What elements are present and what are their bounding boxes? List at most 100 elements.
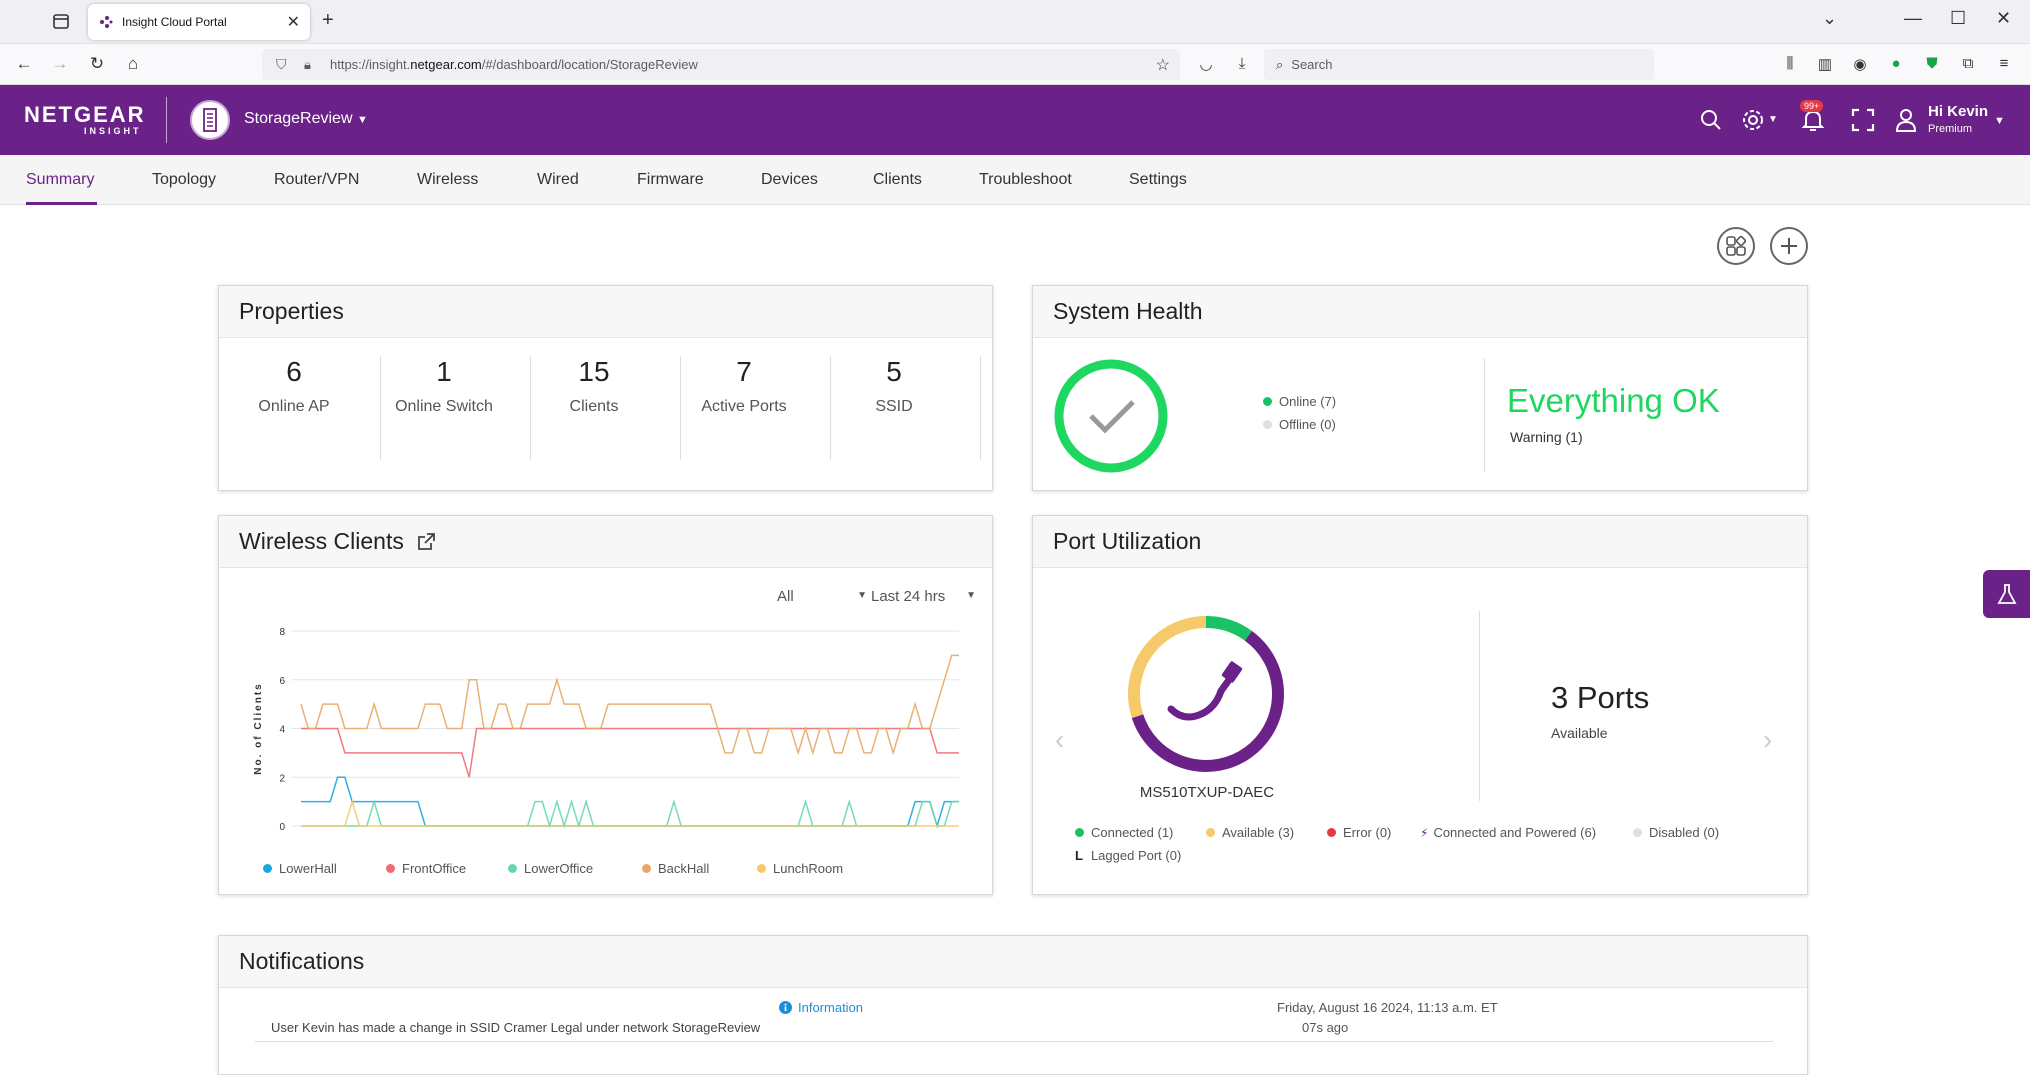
divider — [830, 356, 831, 460]
donut-segment-available[interactable] — [1128, 616, 1207, 719]
port-utilization-title: Port Utilization — [1033, 516, 1807, 568]
bell-icon[interactable] — [1800, 107, 1826, 133]
close-tab-icon[interactable]: ✕ — [286, 14, 300, 31]
new-tab-icon[interactable]: + — [322, 9, 334, 31]
labs-button[interactable] — [1983, 570, 2030, 618]
favicon-icon — [100, 16, 113, 28]
tab-topology[interactable]: Topology — [152, 171, 217, 188]
browser-tabbar: Insight Cloud Portal ✕ + ⌄ — ☐ ✕ — [0, 0, 2030, 44]
legend-dot — [263, 864, 272, 873]
location-building-icon[interactable] — [190, 100, 230, 140]
tab-troubleshoot[interactable]: Troubleshoot — [979, 171, 1072, 188]
prop-value: 5 — [886, 356, 902, 387]
extensions-icon[interactable]: ⧉ — [1962, 55, 1974, 72]
divider — [530, 356, 531, 460]
prop-online-ap[interactable]: 6 Online AP — [219, 356, 369, 416]
tab-router-vpn[interactable]: Router/VPN — [274, 171, 360, 188]
list-all-tabs-icon[interactable]: ⌄ — [1822, 8, 1838, 28]
available-port-count: 3 Ports — [1551, 680, 1650, 715]
close-window-icon[interactable]: ✕ — [1996, 8, 2012, 28]
gear-icon[interactable] — [1740, 107, 1766, 133]
pocket-icon[interactable]: ◡ — [1199, 56, 1213, 73]
time-range-select[interactable]: Last 24 hrs ▼ — [871, 588, 976, 605]
legend-label: Available (3) — [1222, 825, 1295, 840]
browser-tab[interactable]: Insight Cloud Portal ✕ — [88, 4, 310, 40]
location-selector[interactable]: StorageReview ▼ — [244, 110, 368, 128]
tab-devices[interactable]: Devices — [761, 171, 818, 188]
library-icon[interactable]: ⫼ — [1786, 55, 1794, 72]
external-link-icon[interactable] — [416, 532, 436, 552]
browser-search[interactable]: ⌕ Search — [1264, 49, 1654, 80]
legend-loweroffice[interactable]: LowerOffice — [508, 861, 593, 876]
tab-wired[interactable]: Wired — [537, 171, 579, 188]
prop-ssid[interactable]: 5 SSID — [819, 356, 969, 416]
properties-card: Properties 6 Online AP 1 Online Switch 1… — [218, 285, 993, 491]
user-icon[interactable] — [1893, 107, 1919, 133]
warning-count[interactable]: Warning (1) — [1510, 429, 1583, 445]
browser-navbar: ← → ↻ ⌂ ⛉ 🔒︎ https://insight.netgear.com… — [0, 44, 2030, 85]
divider — [1479, 611, 1480, 801]
shield-extension-icon[interactable]: ⛊ — [1926, 55, 1938, 72]
prop-value: 6 — [286, 356, 302, 387]
user-chevron-icon[interactable]: ▼ — [1994, 115, 2005, 127]
tab-clients[interactable]: Clients — [873, 171, 922, 188]
bookmark-star-icon[interactable]: ☆ — [1155, 56, 1170, 74]
home-icon[interactable]: ⌂ — [127, 54, 139, 73]
legend-lunchroom[interactable]: LunchRoom — [757, 861, 843, 876]
donut-segment-powered[interactable] — [1131, 630, 1284, 772]
error-dot — [1327, 828, 1336, 837]
ap-filter-value: All — [777, 588, 794, 605]
back-icon[interactable]: ← — [15, 54, 33, 73]
system-health-title: System Health — [1033, 286, 1807, 338]
user-greeting[interactable]: Hi Kevin — [1928, 103, 1989, 120]
donut-segment-connected[interactable] — [1205, 616, 1252, 641]
tab-list-icon[interactable] — [50, 10, 72, 32]
legend-label: FrontOffice — [402, 861, 467, 876]
shield-icon[interactable]: ⛉ — [276, 56, 287, 72]
grammarly-icon[interactable]: ● — [1891, 55, 1901, 72]
series-line-loweroffice — [301, 798, 959, 829]
tab-wireless[interactable]: Wireless — [417, 171, 479, 188]
forward-icon[interactable]: → — [51, 54, 69, 73]
barcode-icon[interactable]: ▥ — [1817, 56, 1833, 73]
add-widget-button[interactable] — [1770, 227, 1808, 265]
device-name[interactable]: MS510TXUP-DAEC — [1139, 784, 1275, 801]
widgets-button[interactable] — [1717, 227, 1755, 265]
chevron-left-icon[interactable]: ‹ — [1055, 724, 1065, 755]
search-placeholder: Search — [1291, 57, 1333, 72]
url-bar[interactable]: ⛉ 🔒︎ https://insight.netgear.com/#/dashb… — [262, 49, 1180, 80]
lag-icon: L — [1075, 848, 1083, 863]
tab-firmware[interactable]: Firmware — [637, 171, 704, 188]
menu-icon[interactable]: ≡ — [1999, 55, 2009, 72]
download-icon[interactable]: ⤓ — [1238, 55, 1246, 72]
port-donut-chart[interactable] — [1123, 611, 1289, 777]
prop-active-ports[interactable]: 7 Active Ports — [669, 356, 819, 416]
chevron-right-icon[interactable]: › — [1763, 724, 1773, 755]
legend-frontoffice[interactable]: FrontOffice — [386, 861, 466, 876]
legend-connected: Connected (1) — [1075, 825, 1173, 840]
tab-summary[interactable]: Summary — [26, 171, 95, 188]
legend-backhall[interactable]: BackHall — [642, 861, 709, 876]
prop-value: 7 — [736, 356, 752, 387]
health-ring-check-icon[interactable] — [1053, 358, 1169, 474]
notification-date: Friday, August 16 2024, 11:13 a.m. ET — [1277, 1000, 1498, 1015]
legend-lowerhall[interactable]: LowerHall — [263, 861, 337, 876]
minimize-icon[interactable]: — — [1904, 8, 1922, 28]
fullscreen-icon[interactable] — [1850, 107, 1876, 133]
search-icon[interactable] — [1698, 107, 1724, 133]
connected-dot — [1075, 828, 1084, 837]
prop-clients[interactable]: 15 Clients — [519, 356, 669, 416]
reload-icon[interactable]: ↻ — [89, 54, 105, 73]
divider — [380, 356, 381, 460]
ap-filter-select[interactable]: All ▼ — [777, 588, 867, 605]
maximize-icon[interactable]: ☐ — [1950, 8, 1967, 28]
account-icon[interactable]: ◉ — [1853, 56, 1867, 73]
tab-settings[interactable]: Settings — [1129, 171, 1187, 188]
gear-chevron-icon[interactable]: ▼ — [1768, 114, 1778, 125]
legend-label: LunchRoom — [773, 861, 844, 876]
series-line-backhall — [300, 654, 959, 756]
lock-icon[interactable]: 🔒︎ — [304, 56, 311, 72]
netgear-logo[interactable]: NETGEAR — [24, 102, 146, 127]
prop-online-switch[interactable]: 1 Online Switch — [369, 356, 519, 416]
